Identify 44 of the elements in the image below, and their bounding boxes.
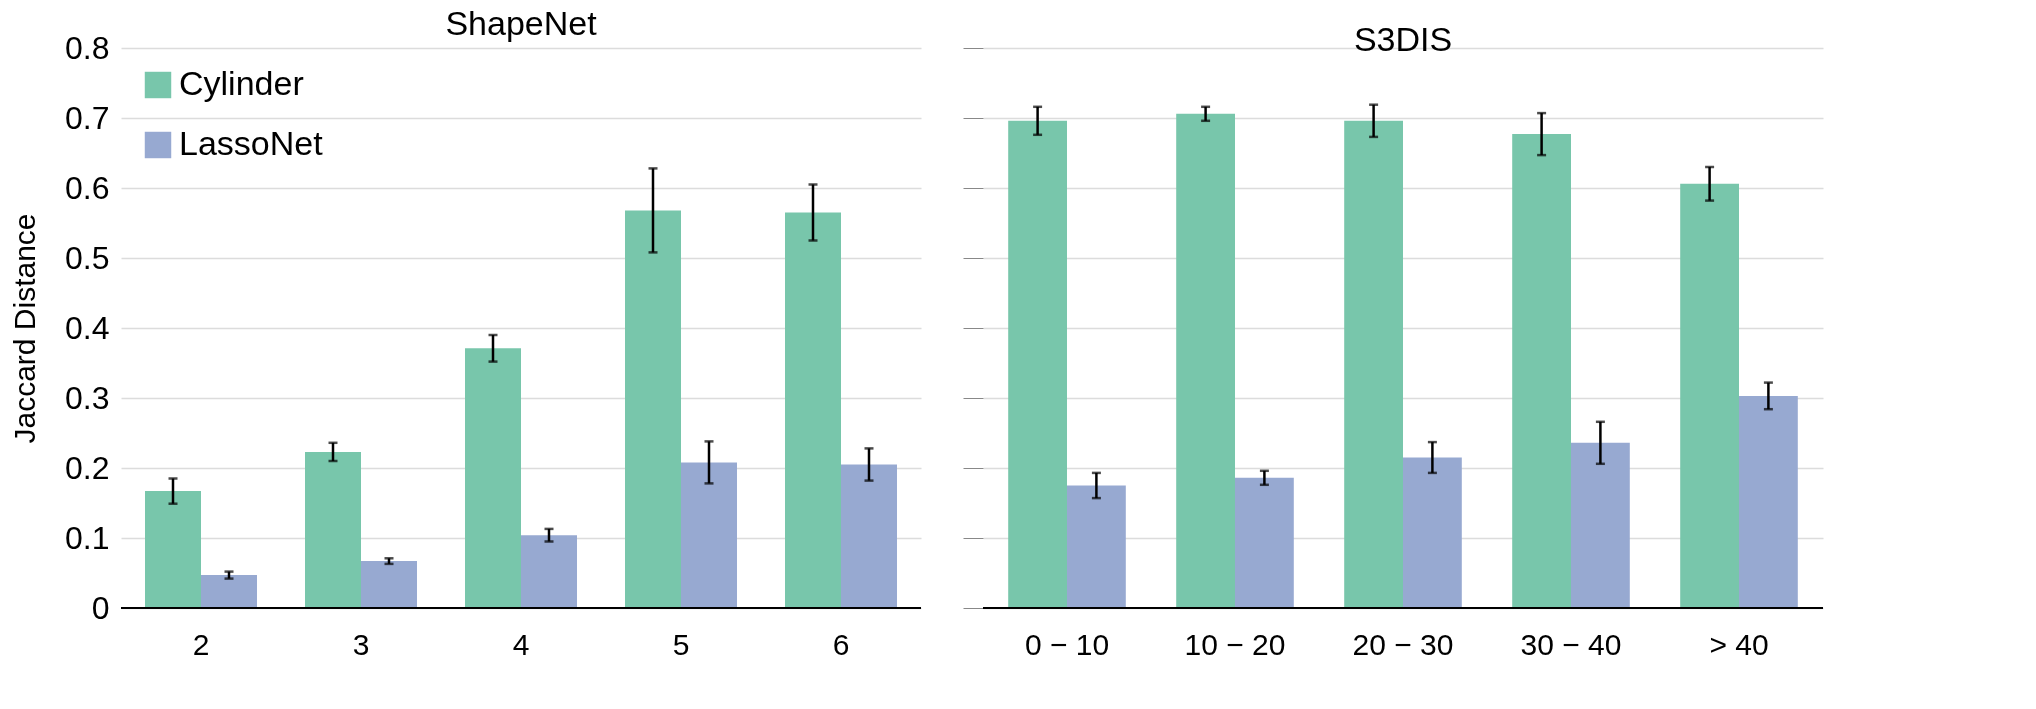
y-tick-label: 0 xyxy=(91,589,110,626)
bar xyxy=(145,491,201,608)
bar xyxy=(1176,113,1235,608)
bar xyxy=(1571,442,1630,608)
x-tick-label: 20 − 30 xyxy=(1352,627,1454,661)
bar xyxy=(1680,183,1739,608)
y-tick-label: 0.8 xyxy=(65,29,110,66)
bar xyxy=(841,464,897,608)
bar xyxy=(1739,395,1798,608)
y-tick-label: 0.4 xyxy=(65,309,110,346)
bar xyxy=(361,561,417,608)
x-tick-label: 4 xyxy=(512,627,530,661)
y-tick-label: 0.5 xyxy=(65,239,110,276)
x-tick-label: 5 xyxy=(672,627,690,661)
legend-label: Cylinder xyxy=(179,64,304,102)
x-tick-label: 0 − 10 xyxy=(1024,627,1110,661)
bar xyxy=(625,210,681,608)
bar xyxy=(1512,134,1571,608)
bar xyxy=(1344,120,1403,608)
x-tick-label: 6 xyxy=(832,627,850,661)
bar xyxy=(785,212,841,608)
x-tick-label: > 40 xyxy=(1709,627,1769,661)
bar xyxy=(305,451,361,608)
x-tick-label: 10 − 20 xyxy=(1184,627,1286,661)
bar xyxy=(1008,120,1067,608)
bar xyxy=(681,462,737,608)
x-tick-label: 2 xyxy=(192,627,210,661)
y-tick-label: 0.7 xyxy=(65,99,110,136)
x-tick-label: 3 xyxy=(352,627,370,661)
chart-title: S3DIS xyxy=(1353,19,1453,58)
x-tick-label: 30 − 40 xyxy=(1520,627,1622,661)
bar xyxy=(1067,485,1126,608)
y-tick-label: 0.1 xyxy=(65,519,110,556)
bar xyxy=(521,535,577,608)
y-tick-label: 0.3 xyxy=(65,379,110,416)
legend-label: LassoNet xyxy=(179,124,324,162)
y-axis-title: Jaccard Distance xyxy=(8,213,42,444)
bar xyxy=(1403,457,1462,608)
bar xyxy=(465,348,521,608)
y-tick-label: 0.2 xyxy=(65,449,110,486)
bar xyxy=(1235,477,1294,608)
y-tick-label: 0.6 xyxy=(65,169,110,206)
bar xyxy=(201,575,257,608)
chart-title: ShapeNet xyxy=(445,4,598,42)
